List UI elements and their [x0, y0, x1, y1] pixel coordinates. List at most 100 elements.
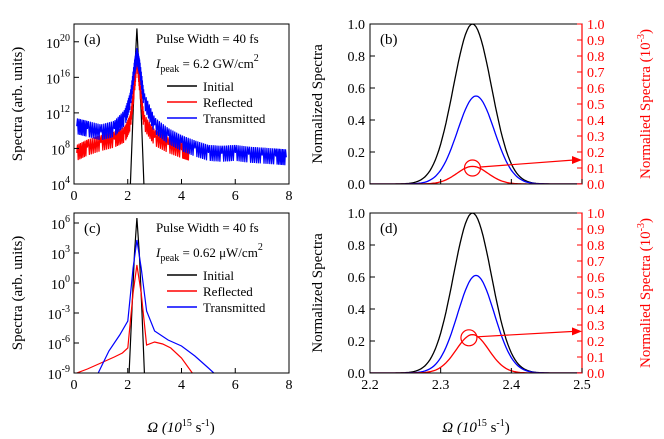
- ipeak-symbol: I: [155, 56, 161, 71]
- y-tick-base: 10: [51, 179, 65, 194]
- right-tick-label-b: 0.4: [587, 114, 605, 129]
- marker-circle-d: [460, 329, 478, 347]
- series-initial-a: [129, 28, 145, 184]
- arrow-head-d: [572, 327, 582, 336]
- y-tick-exponent: 12: [60, 104, 70, 115]
- y-tick-base: 10: [51, 218, 65, 233]
- x-tick-label-d: 2.2: [361, 378, 379, 393]
- right-tick-label-d: 0.6: [587, 271, 605, 286]
- x-axis-label-exp: 15: [477, 418, 487, 429]
- ipeak-symbol: I: [155, 245, 161, 260]
- panel-label-b: (b): [380, 32, 398, 48]
- y-tick-label-d: 0.0: [348, 367, 366, 382]
- x-axis-label-unit: s: [192, 420, 202, 436]
- right-tick-label-d: 0.3: [587, 319, 605, 334]
- y-axis-label-b: Normalized Spectra: [310, 44, 326, 164]
- x-axis-label-exp: 15: [182, 418, 192, 429]
- series-reflected-c: [76, 264, 193, 373]
- y-tick-base: 10: [48, 368, 62, 383]
- panel-label-c: (c): [84, 221, 101, 237]
- x-tick-label-c: 6: [232, 378, 239, 393]
- x-tick-label-a: 6: [232, 189, 239, 204]
- y-tick-label-b: 0.6: [348, 82, 366, 97]
- y-tick-label-c: 106: [51, 214, 70, 233]
- curves-d: [370, 213, 582, 373]
- right-tick-label-d: 0.4: [587, 303, 605, 318]
- arrow-line-b: [480, 159, 575, 168]
- right-tick-label-d: 0.9: [587, 223, 605, 238]
- series-initial-d: [370, 213, 582, 373]
- legend-entry-a: Transmitted: [203, 111, 266, 126]
- y-tick-label-d: 0.6: [348, 271, 366, 286]
- pulse-width-annotation-c: Pulse Width = 40 fs: [156, 220, 259, 235]
- x-axis-label-main: Ω (10: [147, 420, 182, 436]
- series-transmitted-d: [370, 274, 582, 373]
- y-tick-base: 10: [46, 37, 60, 52]
- x-axis-label-main: Ω (10: [442, 420, 477, 436]
- right-axis-label-close: ): [638, 29, 654, 34]
- x-axis-label-close: ): [210, 420, 215, 436]
- right-tick-label-b: 0.8: [587, 50, 605, 65]
- x-tick-label-c: 2: [124, 378, 131, 393]
- y-axis-label-a: Spectra (arb. units): [10, 47, 26, 162]
- right-tick-label-b: 0.9: [587, 34, 605, 49]
- series-transmitted-a: [76, 48, 287, 166]
- y-tick-exponent: 8: [65, 139, 70, 150]
- legend-entry-a: Initial: [203, 79, 234, 94]
- x-tick-label-d: 2.5: [573, 378, 591, 393]
- right-tick-label-b: 0.2: [587, 146, 605, 161]
- y-tick-exponent: 16: [60, 68, 70, 79]
- plot-frame-b: [369, 23, 583, 185]
- x-tick-label-a: 8: [286, 189, 293, 204]
- y-tick-label-c: 10-6: [48, 334, 70, 353]
- right-tick-label-d: 0.8: [587, 239, 605, 254]
- right-axis-label-exp: -3: [636, 223, 647, 231]
- right-axis-label-d: Normalied Spectra (10-3): [636, 218, 654, 368]
- arrow-head-b: [572, 156, 582, 164]
- x-axis-label-unit: s: [487, 420, 497, 436]
- right-axis-label-text: Normalied Spectra (10: [638, 231, 654, 368]
- ipeak-superscript: 2: [258, 242, 263, 253]
- panel-b: 0.00.20.40.60.81.00.00.10.20.30.40.50.60…: [310, 18, 654, 193]
- y-tick-label-c: 10-3: [48, 304, 70, 323]
- x-axis-label-unit-exp: -1: [496, 418, 504, 429]
- y-tick-label-a: 108: [51, 139, 70, 158]
- y-tick-label-b: 0.2: [348, 146, 366, 161]
- x-tick-label-a: 2: [124, 189, 131, 204]
- ipeak-annotation-a: Ipeak = 6.2 GW/cm2: [155, 53, 259, 75]
- y-tick-label-a: 1016: [46, 68, 70, 87]
- y-tick-label-d: 1.0: [348, 207, 366, 222]
- x-tick-label-c: 4: [178, 378, 185, 393]
- right-axis-label-text: Normalied Spectra (10: [638, 42, 654, 179]
- series-reflected-b: [370, 165, 582, 184]
- y-tick-exponent: -9: [62, 364, 70, 375]
- panel-d: 2.2 2.3 2.4 2.50.00.20.40.60.81.00.00.10.20…: [310, 207, 654, 393]
- ipeak-annotation-c: Ipeak = 0.62 μW/cm2: [155, 242, 263, 264]
- y-tick-label-a: 104: [51, 175, 70, 194]
- right-tick-label-d: 0.2: [587, 335, 605, 350]
- ipeak-subscript: peak: [160, 64, 179, 75]
- y-tick-label-b: 1.0: [348, 18, 366, 33]
- y-tick-exponent: 0: [65, 274, 70, 285]
- pulse-width-annotation-a: Pulse Width = 40 fs: [156, 31, 259, 46]
- right-tick-label-b: 0.0: [587, 178, 605, 193]
- curves-b: [370, 24, 582, 184]
- y-tick-exponent: -3: [62, 304, 70, 315]
- legend-entry-a: Reflected: [203, 95, 253, 110]
- right-tick-label-b: 0.5: [587, 98, 605, 113]
- ipeak-value: = 0.62 μW/cm: [179, 245, 258, 260]
- y-tick-exponent: 4: [65, 175, 70, 186]
- y-tick-exponent: 6: [65, 214, 70, 225]
- right-tick-label-b: 1.0: [587, 18, 605, 33]
- y-tick-exponent: 20: [60, 33, 70, 44]
- right-tick-label-d: 0.0: [587, 367, 605, 382]
- y-tick-base: 10: [46, 72, 60, 87]
- y-tick-label-b: 0.0: [348, 178, 366, 193]
- y-tick-exponent: -6: [62, 334, 70, 345]
- y-tick-base: 10: [51, 248, 65, 263]
- y-tick-label-d: 0.2: [348, 335, 366, 350]
- x-tick-label-c: 8: [286, 378, 293, 393]
- y-tick-base: 10: [46, 108, 60, 123]
- right-tick-label-d: 1.0: [587, 207, 605, 222]
